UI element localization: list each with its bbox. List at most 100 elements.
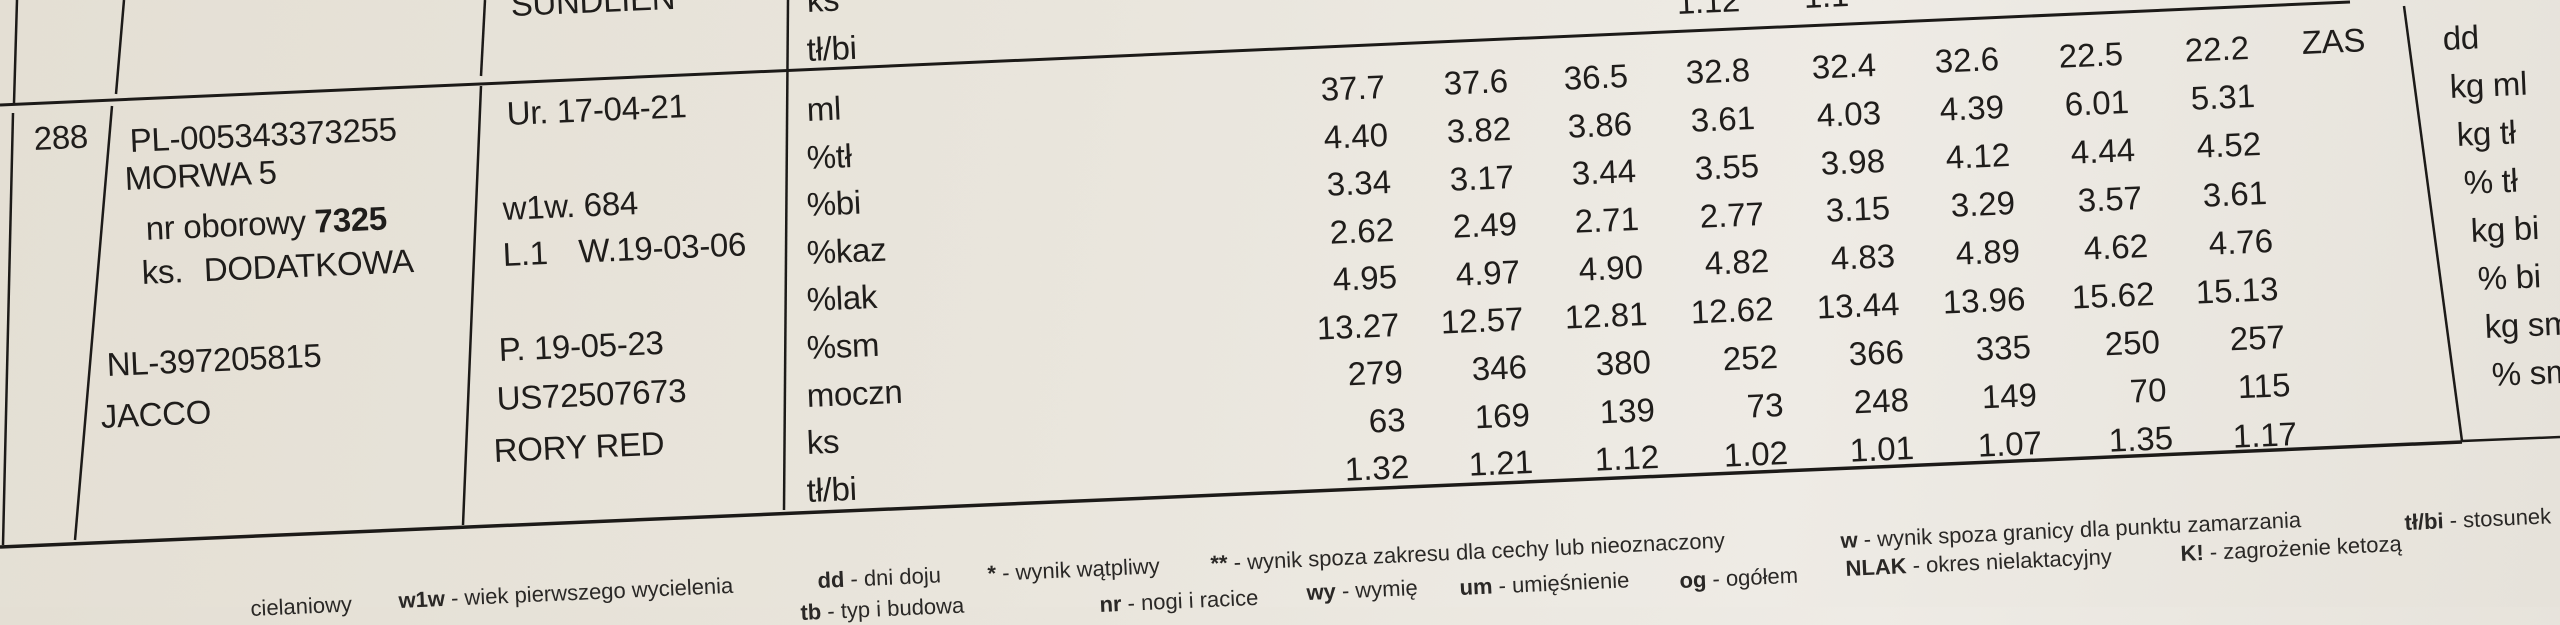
trait-label: %kaz bbox=[805, 230, 887, 271]
value-cell: 32.4 bbox=[1810, 45, 1877, 86]
value-cell: 36.5 bbox=[1562, 56, 1629, 97]
value-cell: 22.2 bbox=[2183, 29, 2250, 69]
summary-unit-label: kg bi bbox=[2469, 209, 2540, 249]
value-cell: 4.97 bbox=[1455, 252, 1522, 293]
col-line-summary bbox=[2402, 5, 2464, 442]
prev-trait-label: tł/bi bbox=[805, 28, 858, 68]
value-cell: 37.6 bbox=[1442, 62, 1509, 103]
row-divider-top bbox=[0, 0, 2351, 107]
trait-label: %sm bbox=[805, 325, 880, 366]
value-cell: 13.44 bbox=[1816, 285, 1901, 326]
value-cell: 4.95 bbox=[1331, 258, 1398, 298]
value-cell: 2.77 bbox=[1698, 194, 1765, 235]
col-line-2-prev bbox=[479, 0, 487, 77]
summary-unit-label: % tł bbox=[2462, 161, 2519, 201]
status-badge: ZAS bbox=[2300, 21, 2366, 61]
col-line-3 bbox=[782, 0, 790, 511]
value-cell: 3.61 bbox=[2201, 173, 2268, 214]
value-cell: 1.12 bbox=[1593, 438, 1660, 479]
col-line-outer bbox=[1, 112, 15, 546]
calving-date: W.19-03-06 bbox=[577, 225, 747, 270]
value-cell: 3.34 bbox=[1325, 163, 1392, 203]
value-cell: 4.12 bbox=[1944, 136, 2011, 176]
legend-entry: og - ogółem bbox=[1679, 562, 1799, 593]
value-cell: 15.13 bbox=[2195, 270, 2280, 311]
value-cell: 3.57 bbox=[2076, 178, 2143, 219]
value-cell: 3.55 bbox=[1694, 146, 1761, 187]
service-sire-id: US72507673 bbox=[495, 371, 688, 417]
legend-abbr: nr bbox=[1098, 591, 1123, 617]
legend-entry: dd - dni doju bbox=[816, 562, 942, 593]
lactation-number: L.1 bbox=[501, 234, 549, 273]
value-cell: 4.83 bbox=[1829, 237, 1896, 278]
summary-unit-label: kg ml bbox=[2448, 64, 2528, 105]
value-cell: 1.07 bbox=[1976, 424, 2043, 464]
value-cell: 149 bbox=[1980, 376, 2038, 416]
value-cell: 1.01 bbox=[1848, 428, 1915, 469]
value-cell: 3.44 bbox=[1570, 152, 1637, 193]
value-cell: 63 bbox=[1368, 400, 1407, 440]
herd-number-label: nr oborowy bbox=[144, 203, 307, 247]
value-cell: 250 bbox=[2104, 323, 2162, 363]
legend-desc: - ogółem bbox=[1705, 562, 1799, 592]
summary-unit-label: kg tł bbox=[2455, 113, 2517, 153]
value-cell: 3.17 bbox=[1448, 157, 1515, 198]
summary-bottom-line bbox=[2461, 435, 2560, 443]
value-cell: 13.96 bbox=[1942, 280, 2027, 321]
legend-abbr: wy bbox=[1305, 578, 1337, 605]
value-cell: 257 bbox=[2228, 318, 2286, 358]
first-calving-age: w1w. 684 bbox=[501, 184, 639, 227]
trait-label: ks bbox=[805, 422, 840, 462]
value-cell: 4.90 bbox=[1578, 247, 1645, 288]
legend-abbr: dd bbox=[816, 566, 845, 593]
herd-book-label: ks. bbox=[140, 252, 184, 291]
value-cell: 3.86 bbox=[1566, 104, 1633, 145]
summary-unit-label: kg sm bbox=[2483, 304, 2560, 345]
value-cell: 366 bbox=[1848, 333, 1906, 373]
value-cell: 12.81 bbox=[1563, 295, 1648, 336]
insemination-date: P. 19-05-23 bbox=[497, 323, 665, 368]
sire-id: NL-397205815 bbox=[105, 336, 323, 383]
value-cell: 22.5 bbox=[2057, 34, 2124, 75]
value-cell: 169 bbox=[1473, 395, 1531, 435]
value-cell: 12.62 bbox=[1690, 290, 1775, 331]
record-number: 288 bbox=[32, 117, 89, 157]
value-cell: 37.7 bbox=[1319, 68, 1386, 108]
value-cell: 3.29 bbox=[1949, 184, 2016, 224]
value-cell: 2.62 bbox=[1328, 210, 1395, 251]
legend-abbr: tł/bi bbox=[2403, 508, 2445, 535]
value-cell: 4.03 bbox=[1815, 93, 1882, 134]
sire-name: JACCO bbox=[99, 393, 212, 435]
value-cell: 4.76 bbox=[2207, 221, 2274, 262]
value-cell: 252 bbox=[1722, 338, 1780, 378]
table-grid bbox=[0, 0, 2560, 549]
value-cell: 115 bbox=[2237, 366, 2292, 406]
value-cell: 70 bbox=[2128, 371, 2168, 410]
prev-value: 1.1 bbox=[1803, 0, 1850, 15]
value-cell: 335 bbox=[1975, 328, 2032, 368]
herd-number-value: 7325 bbox=[313, 199, 388, 240]
legend-abbr: K! bbox=[2179, 539, 2205, 566]
value-cell: 248 bbox=[1853, 381, 1910, 421]
value-cell: 3.61 bbox=[1689, 99, 1756, 139]
trait-label: tł/bi bbox=[805, 469, 858, 509]
value-cell: 4.40 bbox=[1322, 115, 1389, 156]
col-line-1 bbox=[73, 105, 114, 541]
value-cell: 5.31 bbox=[2189, 77, 2256, 117]
service-sire-name: RORY RED bbox=[492, 424, 665, 469]
value-cell: 1.32 bbox=[1343, 448, 1410, 488]
value-cell: 2.71 bbox=[1574, 199, 1641, 240]
value-cell: 32.6 bbox=[1933, 40, 2000, 80]
legend-abbr: w1w bbox=[397, 585, 446, 613]
summary-unit-label: % bi bbox=[2476, 257, 2542, 297]
prev-value: 1.12 bbox=[1675, 0, 1741, 21]
value-cell: 4.44 bbox=[2070, 130, 2137, 171]
value-cell: 4.89 bbox=[1955, 232, 2022, 272]
legend-desc: - typ i budowa bbox=[820, 592, 965, 625]
legend-abbr: NLAK bbox=[1844, 553, 1908, 581]
value-cell: 3.98 bbox=[1820, 141, 1887, 182]
value-cell: 380 bbox=[1595, 343, 1652, 383]
trait-label: %bi bbox=[805, 183, 862, 224]
value-cell: 3.15 bbox=[1824, 189, 1891, 230]
col-line-1-prev bbox=[114, 0, 126, 95]
